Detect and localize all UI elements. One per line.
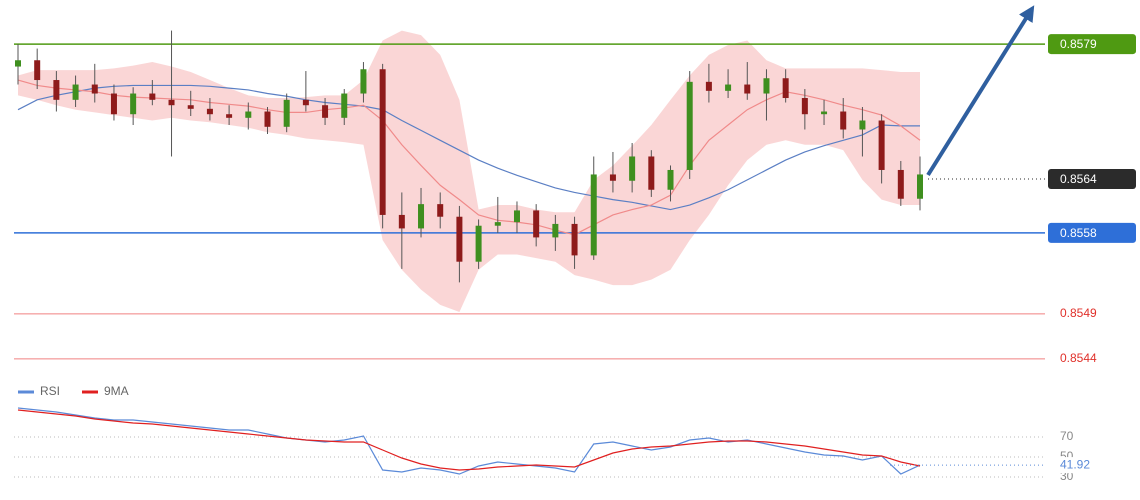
level-label: 0.8558 xyxy=(1060,226,1097,240)
legend-label: RSI xyxy=(40,384,60,398)
candle-body xyxy=(456,216,463,262)
y-tick-label: 70 xyxy=(1060,429,1074,443)
candle-body xyxy=(782,78,789,99)
bollinger-band xyxy=(18,30,920,313)
candle-body xyxy=(859,120,866,130)
level-tag xyxy=(1048,168,1136,189)
candle-body xyxy=(53,80,60,100)
current-rsi-label: 41.92 xyxy=(1060,457,1090,471)
candle-body xyxy=(283,99,290,127)
candle-body xyxy=(322,105,329,118)
candle-body xyxy=(821,111,828,115)
candle-body xyxy=(667,169,674,190)
candle-body xyxy=(264,111,271,127)
candle-body xyxy=(494,222,501,226)
candle-body xyxy=(34,60,41,81)
candle-body xyxy=(878,120,885,170)
candle-body xyxy=(475,225,482,262)
candle-body xyxy=(744,84,751,94)
candle-body xyxy=(705,81,712,91)
candle-body xyxy=(897,169,904,199)
legend-label: 9MA xyxy=(104,384,129,398)
level-tag xyxy=(1048,34,1136,55)
candle-body xyxy=(686,81,693,170)
candle-body xyxy=(552,223,559,238)
candle-body xyxy=(629,156,636,181)
rsi-line xyxy=(17,407,921,475)
moving-average xyxy=(17,79,921,236)
candle-body xyxy=(418,204,425,229)
candle-body xyxy=(130,93,137,115)
rsi-line xyxy=(17,409,921,471)
candle-body xyxy=(91,84,98,94)
candle-body xyxy=(609,174,616,181)
candle-body xyxy=(206,108,213,115)
candle-body xyxy=(187,105,194,109)
candle-body xyxy=(398,214,405,229)
candle-body xyxy=(245,111,252,118)
candle-body xyxy=(801,98,808,115)
candle-body xyxy=(72,84,79,100)
candle-body xyxy=(571,223,578,256)
candle-body xyxy=(513,210,520,223)
candle-body xyxy=(149,93,156,100)
candle-body xyxy=(648,156,655,190)
candle-body xyxy=(341,93,348,118)
level-label: 0.8549 xyxy=(1060,306,1097,320)
candle-body xyxy=(917,174,923,199)
moving-average xyxy=(17,84,920,211)
candle-body xyxy=(840,111,847,130)
candle-body xyxy=(15,60,21,67)
forecast-arrow xyxy=(926,5,1035,177)
candle-body xyxy=(360,69,367,94)
level-label: 0.8544 xyxy=(1060,351,1097,365)
level-tag xyxy=(1048,222,1136,243)
current-rsi-bg xyxy=(1056,457,1096,474)
candle-body xyxy=(590,174,597,256)
candle-body xyxy=(110,93,117,115)
candle-body xyxy=(168,99,175,106)
candle-body xyxy=(302,99,309,106)
level-label: 0.8564 xyxy=(1060,172,1097,186)
candle-body xyxy=(437,204,444,217)
level-label: 0.8579 xyxy=(1060,37,1097,51)
candle-body xyxy=(379,69,386,215)
candle-body xyxy=(533,210,540,238)
candle-body xyxy=(226,114,233,118)
candle-body xyxy=(725,84,732,91)
candle-body xyxy=(763,78,770,94)
